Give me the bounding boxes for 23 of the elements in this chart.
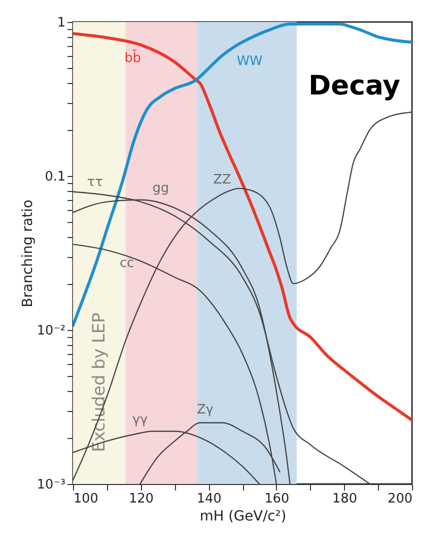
- x-tick-label: 180: [332, 492, 358, 506]
- x-tick-label: 100: [74, 492, 98, 506]
- y-tick-label: 1: [57, 16, 66, 30]
- x-tick-label: 160: [264, 492, 290, 506]
- y-tick-label: 0.1: [44, 170, 66, 184]
- line-series: [73, 111, 412, 481]
- y-axis-title: Branching ratio: [20, 200, 36, 308]
- series-label: bb̄: [124, 50, 142, 66]
- x-axis-title: mH (GeV/c²): [200, 508, 286, 524]
- x-tick-label: 200: [388, 492, 412, 506]
- series-label: ττ: [87, 174, 103, 190]
- band-label: Excluded by LEP: [89, 312, 110, 452]
- y-tick-label: 10⁻²: [36, 324, 66, 338]
- series-label: ZZ: [213, 172, 232, 188]
- x-tick-label: 140: [196, 492, 222, 506]
- series-label: γγ: [132, 412, 148, 428]
- text: Decay: [308, 70, 401, 102]
- series-label: WW: [236, 54, 263, 69]
- x-tick-label: 120: [128, 492, 154, 506]
- y-tick-label: 10⁻³: [36, 478, 66, 492]
- series-label: gg: [152, 180, 170, 196]
- series-label: cc̄: [120, 256, 134, 272]
- series-label: Zγ: [196, 402, 214, 418]
